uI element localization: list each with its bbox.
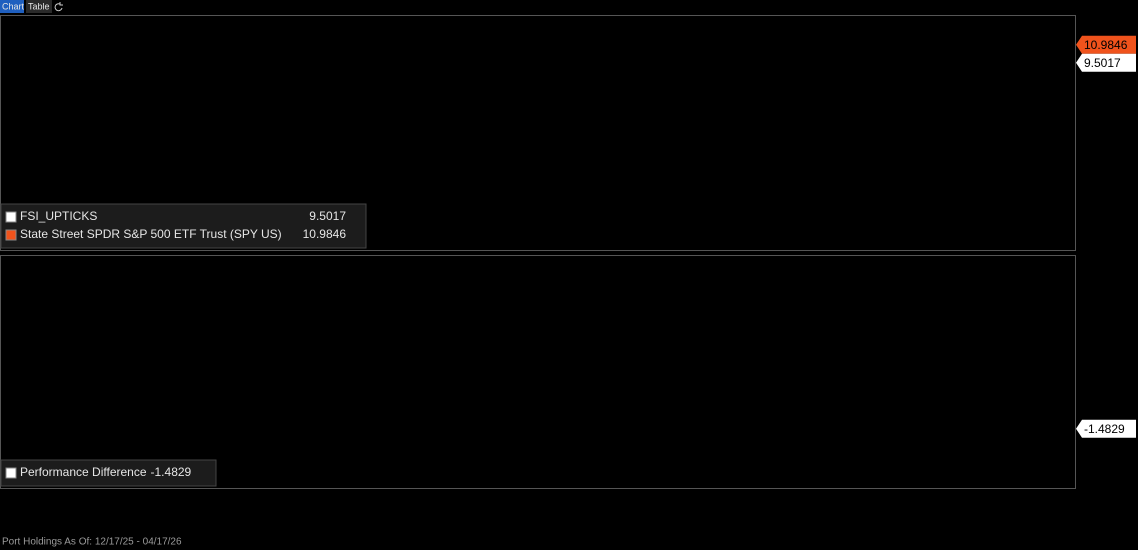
legend-label: FSI_UPTICKS [20, 209, 97, 223]
legend-value: 9.5017 [309, 209, 346, 223]
refresh-icon[interactable] [54, 2, 63, 12]
legend: Performance Difference -1.4829 [0, 459, 217, 487]
value-callout-label: 9.5017 [1084, 56, 1121, 70]
value-callout [1076, 419, 1136, 438]
legend-value: -1.4829 [151, 465, 192, 479]
table-tab[interactable] [26, 0, 52, 13]
label-layer: FSI_UPTICKS 9.5017 State Street SPDR S&P 5… [0, 35, 1136, 487]
chart-tab-label[interactable]: Chart [2, 1, 25, 11]
legend-swatch [5, 467, 17, 479]
legend-box [0, 203, 367, 249]
bottom-panel-frame [0, 255, 1076, 489]
legend: FSI_UPTICKS 9.5017 State Street SPDR S&P 5… [0, 203, 367, 249]
legend-swatch [5, 229, 17, 241]
legend-value: 10.9846 [303, 227, 347, 241]
value-callout-label: -1.4829 [1084, 422, 1125, 436]
legend-label: Performance Difference [20, 465, 147, 479]
value-callout [1076, 35, 1136, 54]
value-callout [1076, 53, 1136, 72]
legend-box [0, 459, 217, 487]
chart-tab[interactable] [0, 0, 24, 13]
value-callout-label: 10.9846 [1084, 38, 1128, 52]
legend-swatch [5, 211, 17, 223]
legend-label: State Street SPDR S&P 500 ETF Trust (SPY… [20, 227, 282, 241]
top-panel-frame [0, 15, 1076, 251]
table-tab-label[interactable]: Table [28, 1, 50, 11]
footer: Port Holdings As Of: 12/17/25 - 04/17/26 [2, 537, 182, 548]
